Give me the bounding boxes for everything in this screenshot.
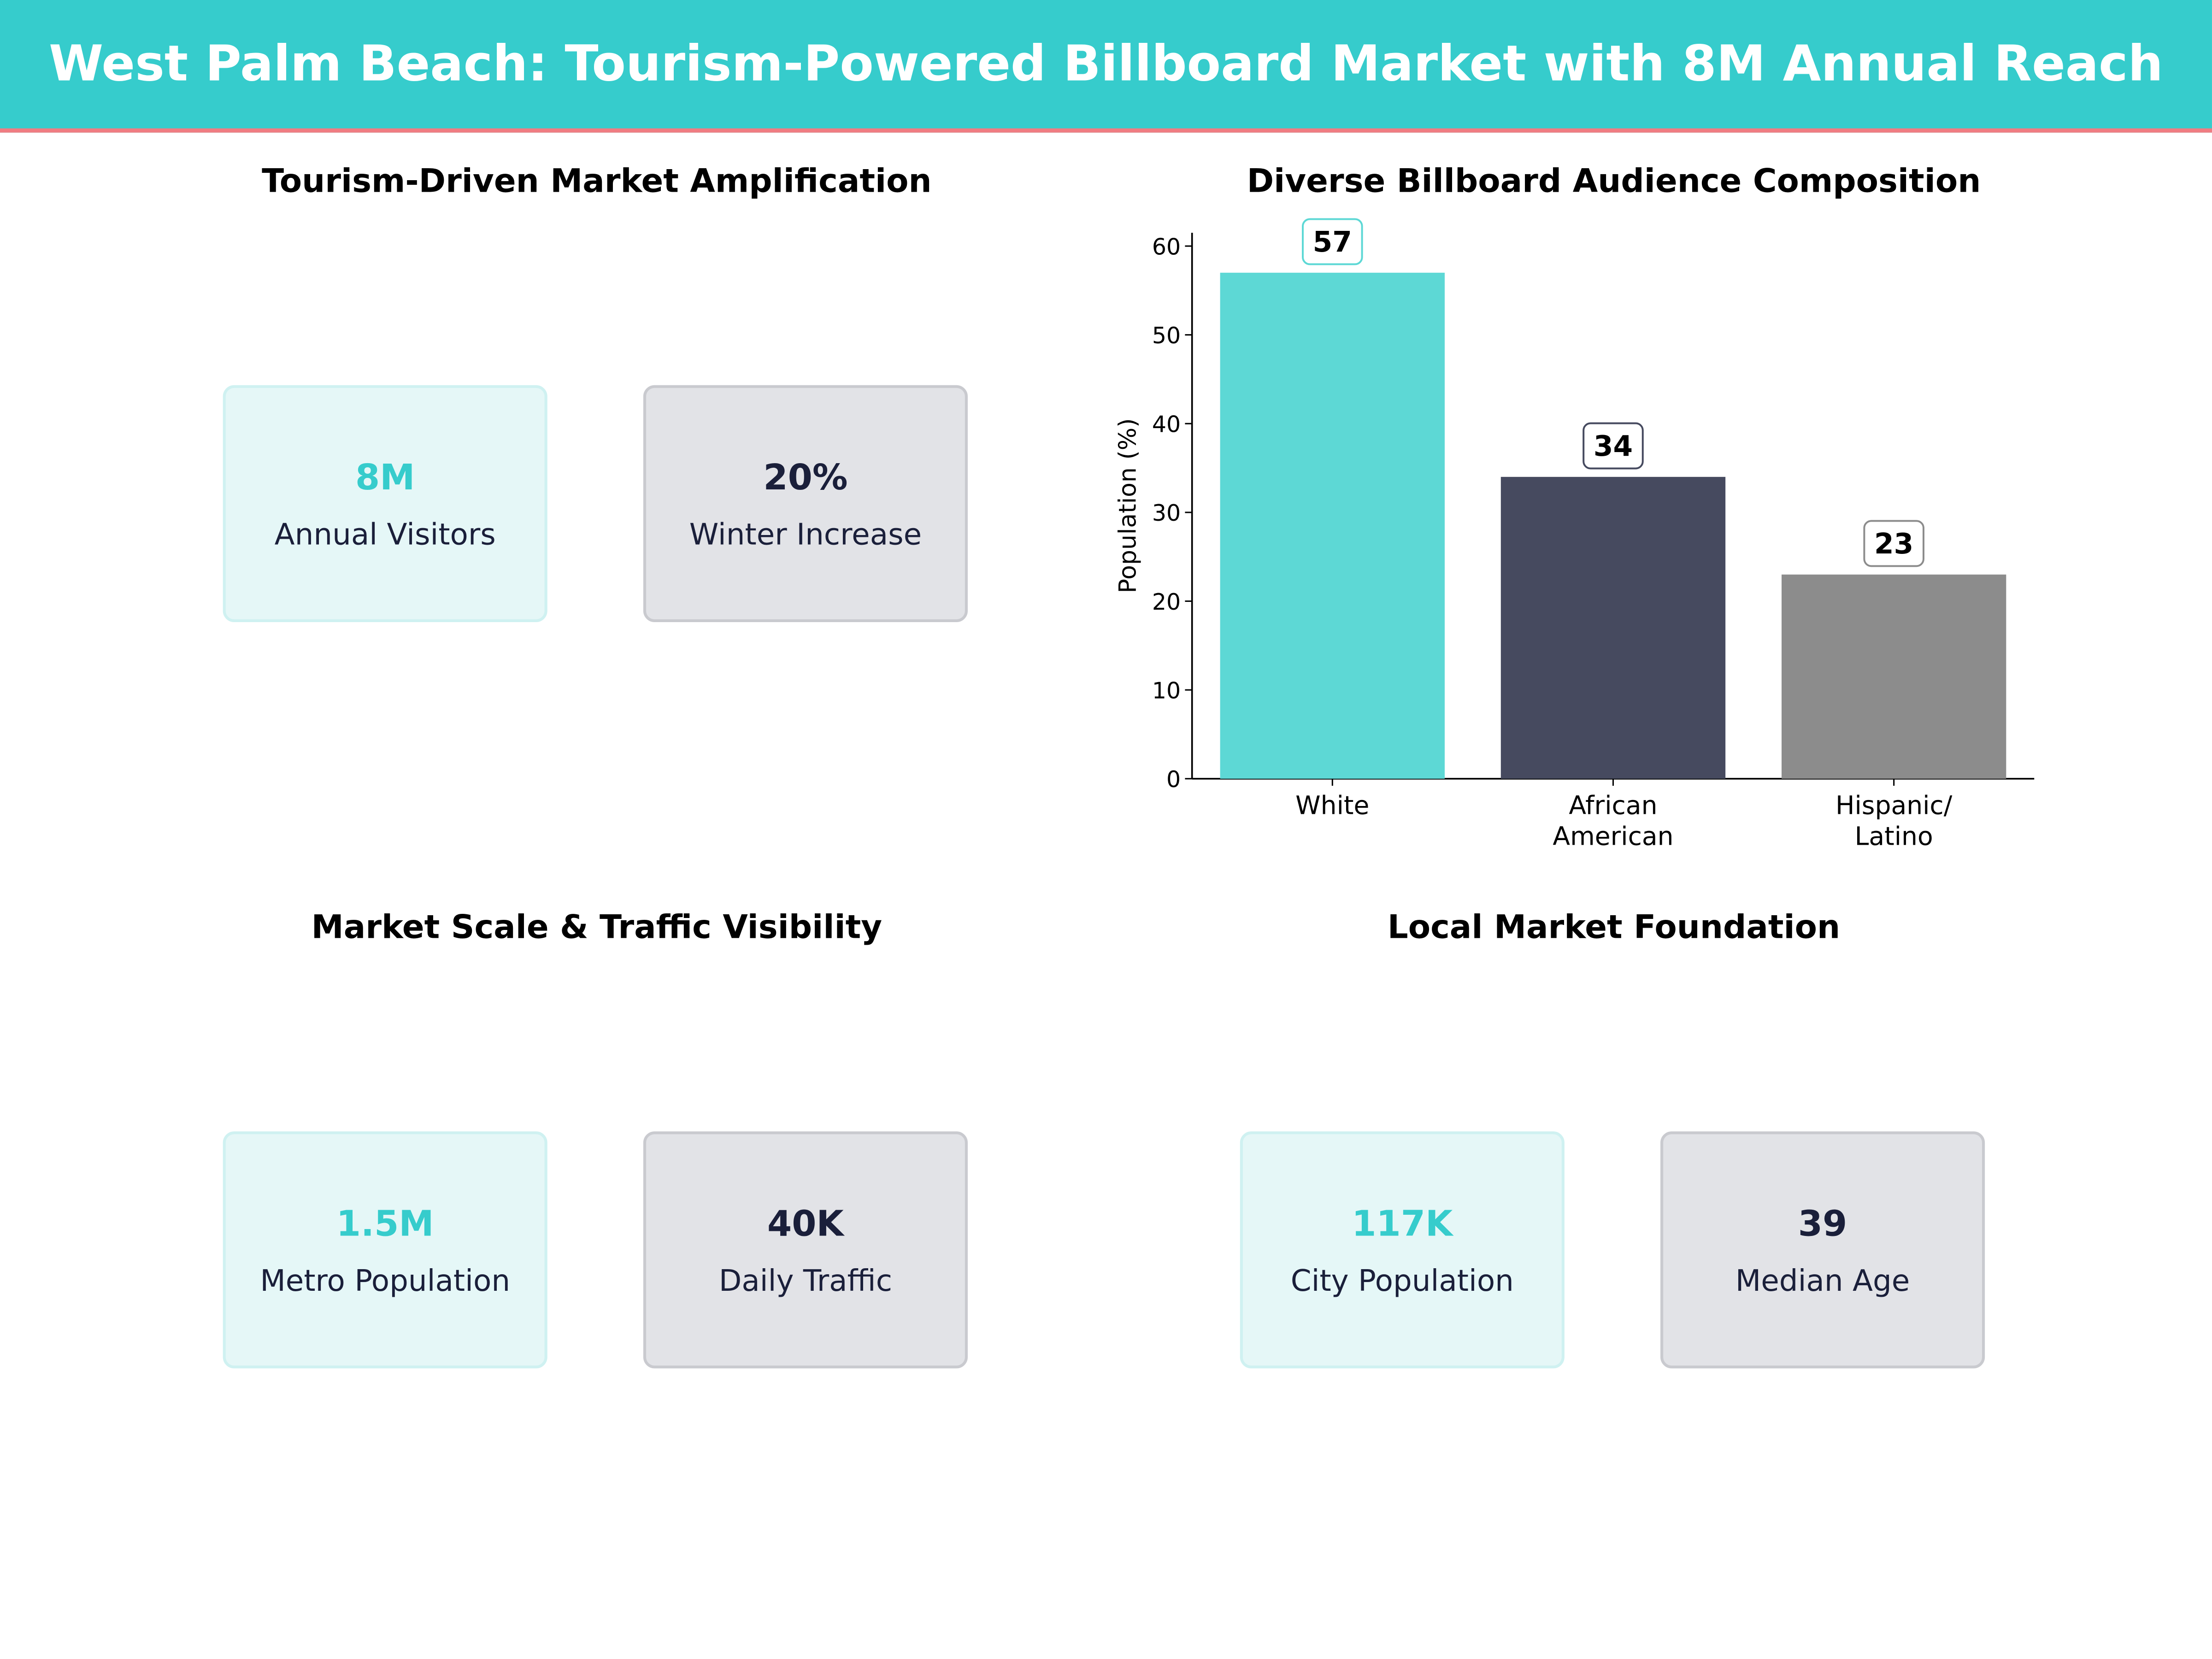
panel-title-tourism: Tourism-Driven Market Amplification bbox=[262, 164, 932, 200]
x-tick-label: White bbox=[1295, 790, 1369, 820]
page-title: West Palm Beach: Tourism-Powered Billboa… bbox=[49, 36, 2163, 93]
kpi-value: 20% bbox=[763, 456, 848, 498]
kpi-card-winter-increase: 20% Winter Increase bbox=[643, 385, 968, 622]
y-tick-label: 40 bbox=[1152, 412, 1181, 438]
kpi-value: 39 bbox=[1798, 1202, 1847, 1244]
kpi-label: Winter Increase bbox=[689, 517, 922, 551]
y-tick-label: 0 bbox=[1166, 766, 1181, 793]
bar bbox=[1781, 574, 2006, 779]
kpi-card-metro-population: 1.5M Metro Population bbox=[223, 1131, 547, 1369]
y-tick-label: 50 bbox=[1152, 323, 1181, 349]
kpi-label: Median Age bbox=[1735, 1263, 1910, 1297]
y-tick-label: 30 bbox=[1152, 500, 1181, 526]
kpi-card-median-age: 39 Median Age bbox=[1660, 1131, 1985, 1369]
data-label-box bbox=[1302, 218, 1363, 265]
y-tick-label: 20 bbox=[1152, 589, 1181, 615]
kpi-value: 117K bbox=[1352, 1202, 1453, 1244]
kpi-card-annual-visitors: 8M Annual Visitors bbox=[223, 385, 547, 622]
x-tick-label: Hispanic/ bbox=[1835, 790, 1953, 820]
data-label: 34 bbox=[1594, 430, 1633, 463]
panel-title-local: Local Market Foundation bbox=[1387, 910, 1841, 947]
y-axis-label: Population (%) bbox=[1114, 418, 1141, 593]
y-tick-label: 60 bbox=[1152, 234, 1181, 260]
data-label: 23 bbox=[1874, 528, 1913, 560]
panel-title-scale: Market Scale & Traffic Visibility bbox=[311, 910, 882, 947]
data-label: 57 bbox=[1313, 226, 1352, 259]
kpi-label: City Population bbox=[1290, 1263, 1514, 1297]
kpi-value: 1.5M bbox=[336, 1202, 434, 1244]
x-tick-label: African bbox=[1569, 790, 1657, 820]
kpi-label: Metro Population bbox=[260, 1263, 511, 1297]
kpi-label: Annual Visitors bbox=[274, 517, 496, 551]
bar bbox=[1500, 477, 1726, 779]
y-tick-label: 10 bbox=[1152, 678, 1181, 704]
x-tick-label: Latino bbox=[1855, 822, 1933, 851]
kpi-value: 40K bbox=[767, 1202, 844, 1244]
data-label-box bbox=[1863, 520, 1924, 567]
kpi-value: 8M bbox=[355, 456, 415, 498]
kpi-card-city-population: 117K City Population bbox=[1240, 1131, 1565, 1369]
kpi-label: Daily Traffic bbox=[718, 1263, 893, 1297]
chart-title: Diverse Billboard Audience Composition bbox=[1247, 164, 1981, 200]
header-banner: West Palm Beach: Tourism-Powered Billboa… bbox=[0, 0, 2212, 133]
x-tick-label: American bbox=[1553, 822, 1673, 851]
bar bbox=[1220, 272, 1445, 779]
data-label-box bbox=[1583, 422, 1644, 470]
kpi-card-daily-traffic: 40K Daily Traffic bbox=[643, 1131, 968, 1369]
